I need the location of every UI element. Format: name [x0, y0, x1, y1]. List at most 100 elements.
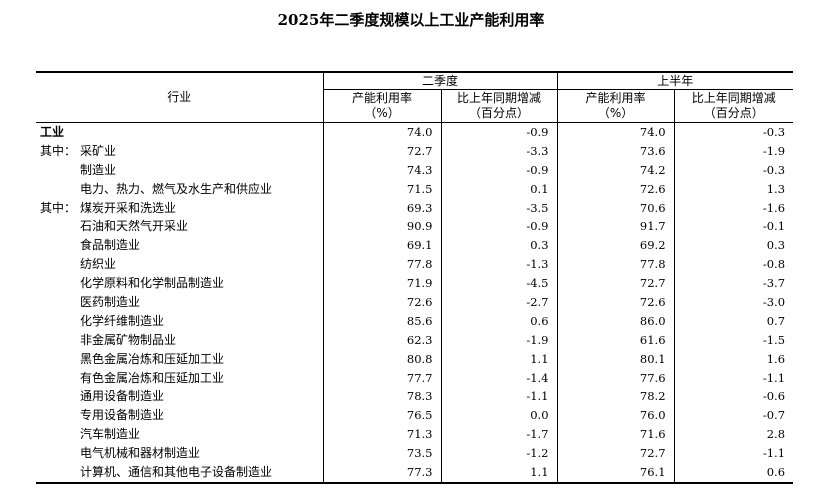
table-row: 石油和天然气开采业 90.9 -0.9 91.7 -0.1 [36, 217, 794, 237]
h1-change-cell: -3.7 [673, 274, 794, 294]
h1-rate-cell: 77.8 [556, 255, 675, 275]
q2-change-cell: -3.5 [440, 198, 558, 218]
h1-rate-cell: 86.0 [556, 311, 675, 331]
industry-name: 专用设备制造业 [80, 408, 165, 423]
h1-change-cell: 2.8 [673, 425, 794, 445]
q2-rate-cell: 69.1 [322, 236, 441, 256]
q2-change-cell: -1.7 [440, 425, 558, 445]
h1-rate-cell: 80.1 [556, 349, 675, 369]
h1-group-header: 上半年 [556, 71, 794, 90]
q2-rate-cell: 77.3 [322, 463, 441, 484]
h1-rate-cell: 72.7 [556, 444, 675, 464]
table-row: 非金属矿物制品业 62.3 -1.9 61.6 -1.5 [36, 330, 794, 350]
table-row: 医药制造业 72.6 -2.7 72.6 -3.0 [36, 293, 794, 312]
table-row: 有色金属冶炼和压延加工业 77.7 -1.4 77.6 -1.1 [36, 368, 794, 388]
h1-change-cell: -0.8 [673, 255, 794, 275]
industry-name: 采矿业 [80, 143, 117, 158]
q2-change-cell: 0.6 [440, 311, 558, 331]
rate-label: 产能利用率 [585, 91, 646, 105]
h1-change-header: 比上年同期增减 （百分点） [673, 89, 794, 123]
industry-name: 工业 [40, 124, 65, 139]
h1-rate-header: 产能利用率 （%） [556, 89, 675, 123]
q2-change-cell: -4.5 [440, 274, 558, 294]
table-body: 工业 74.0 -0.9 74.0 -0.3 其中： 采矿业 72.7 -3.3 73.6 -1.9… [36, 122, 794, 484]
q2-change-cell: 0.1 [440, 179, 558, 199]
table-row: 食品制造业 69.1 0.3 69.2 0.3 [36, 236, 794, 256]
table-header: 行业 二季度 上半年 产能利用率 （%） 比上年同期增减 （百分点） 产能利用率 （%… [36, 71, 794, 123]
q2-change-cell: -3.3 [440, 141, 558, 161]
q2-rate-cell: 73.5 [322, 444, 441, 464]
table-row: 其中： 采矿业 72.7 -3.3 73.6 -1.9 [36, 141, 794, 161]
h1-rate-cell: 74.2 [556, 160, 675, 180]
industry-name: 通用设备制造业 [80, 389, 165, 404]
q2-change-header: 比上年同期增减 （百分点） [440, 89, 558, 123]
industry-name: 黑色金属冶炼和压延加工业 [80, 351, 225, 366]
h1-rate-cell: 61.6 [556, 330, 675, 350]
industry-name: 纺织业 [80, 257, 117, 272]
table-row: 电气机械和器材制造业 73.5 -1.2 72.7 -1.1 [36, 444, 794, 464]
industry-name-cell: 有色金属冶炼和压延加工业 [36, 369, 323, 388]
q2-rate-cell: 71.9 [322, 274, 441, 294]
industry-name: 计算机、通信和其他电子设备制造业 [80, 464, 273, 479]
industry-name-cell: 其中： 煤炭开采和洗选业 [36, 199, 323, 218]
q2-rate-cell: 77.7 [322, 368, 441, 388]
change-label: 比上年同期增减 [691, 91, 776, 105]
industry-name: 电气机械和器材制造业 [80, 446, 201, 461]
q2-rate-cell: 74.3 [322, 160, 441, 180]
industry-name-cell: 电力、热力、燃气及水生产和供应业 [36, 180, 323, 199]
table-row: 汽车制造业 71.3 -1.7 71.6 2.8 [36, 425, 794, 445]
q2-change-cell: -1.2 [440, 444, 558, 464]
q2-change-cell: -1.4 [440, 368, 558, 388]
q2-change-cell: 1.1 [440, 463, 558, 484]
industry-name: 化学原料和化学制品制造业 [80, 276, 225, 291]
h1-rate-cell: 76.0 [556, 406, 675, 426]
table-row: 电力、热力、燃气及水生产和供应业 71.5 0.1 72.6 1.3 [36, 179, 794, 199]
industry-name-cell: 其中： 采矿业 [36, 142, 323, 161]
industry-name: 煤炭开采和洗选业 [80, 200, 177, 215]
industry-column-header: 行业 [36, 71, 323, 123]
industry-name-cell: 非金属矿物制品业 [36, 331, 323, 350]
h1-change-cell: 0.6 [673, 463, 794, 484]
industry-name-cell: 通用设备制造业 [36, 387, 323, 406]
row-prefix: 其中： [40, 200, 77, 215]
industry-name-cell: 医药制造业 [36, 293, 323, 312]
h1-change-cell: -1.1 [673, 444, 794, 464]
h1-change-cell: -3.0 [673, 293, 794, 312]
industry-name-cell: 化学纤维制造业 [36, 312, 323, 331]
q2-change-cell: -0.9 [440, 122, 558, 142]
industry-name: 有色金属冶炼和压延加工业 [80, 370, 225, 385]
q2-rate-cell: 80.8 [322, 349, 441, 369]
h1-rate-cell: 72.6 [556, 179, 675, 199]
h1-change-cell: -1.6 [673, 198, 794, 218]
q2-change-cell: -1.3 [440, 255, 558, 275]
industry-name-cell: 纺织业 [36, 255, 323, 274]
industry-name-cell: 汽车制造业 [36, 425, 323, 444]
h1-rate-cell: 71.6 [556, 425, 675, 445]
row-prefix: 其中： [40, 143, 77, 158]
q2-rate-cell: 74.0 [322, 122, 441, 142]
table-row: 其中： 煤炭开采和洗选业 69.3 -3.5 70.6 -1.6 [36, 198, 794, 218]
industry-name: 制造业 [80, 162, 117, 177]
industry-name-cell: 制造业 [36, 161, 323, 180]
rate-label: 产能利用率 [351, 91, 412, 105]
industry-name: 电力、热力、燃气及水生产和供应业 [80, 181, 273, 196]
h1-change-cell: 1.6 [673, 349, 794, 369]
industry-name: 化学纤维制造业 [80, 313, 165, 328]
q2-rate-cell: 69.3 [322, 198, 441, 218]
q2-change-cell: -0.9 [440, 160, 558, 180]
rate-unit: （%） [597, 106, 634, 120]
q2-change-cell: 1.1 [440, 349, 558, 369]
h1-change-cell: -0.3 [673, 122, 794, 142]
table-row: 工业 74.0 -0.9 74.0 -0.3 [36, 122, 794, 142]
q2-rate-cell: 77.8 [322, 255, 441, 275]
table-row: 通用设备制造业 78.3 -1.1 78.2 -0.6 [36, 387, 794, 407]
page-title: 2025年二季度规模以上工业产能利用率 [277, 11, 545, 29]
h1-rate-cell: 72.6 [556, 293, 675, 312]
q2-rate-cell: 71.3 [322, 425, 441, 445]
table-row: 计算机、通信和其他电子设备制造业 77.3 1.1 76.1 0.6 [36, 463, 794, 484]
table-row: 化学原料和化学制品制造业 71.9 -4.5 72.7 -3.7 [36, 274, 794, 294]
q2-rate-cell: 72.6 [322, 293, 441, 312]
h1-change-cell: -1.9 [673, 141, 794, 161]
h1-change-cell: -1.5 [673, 330, 794, 350]
q2-rate-cell: 72.7 [322, 141, 441, 161]
